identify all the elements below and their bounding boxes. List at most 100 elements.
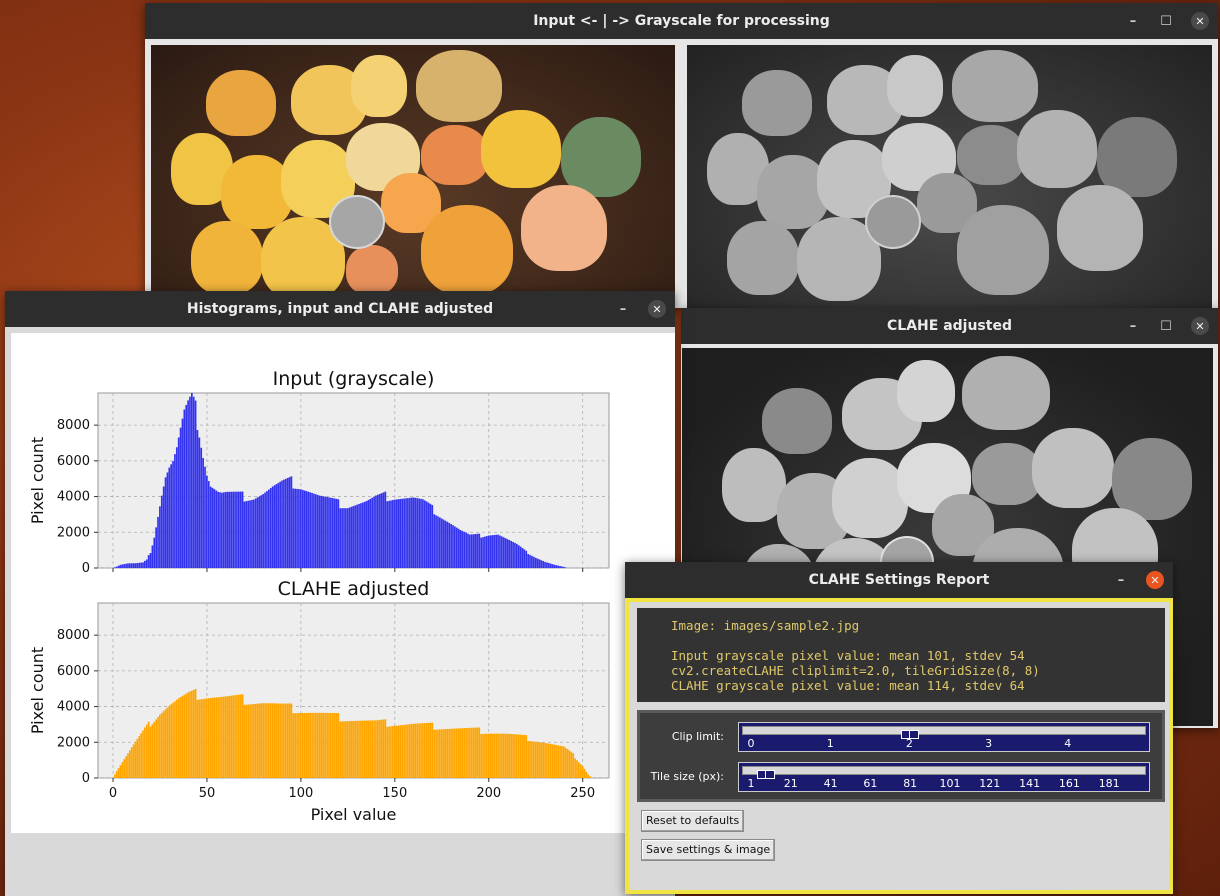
- histogram-bar: [117, 768, 120, 778]
- histogram-bar: [570, 751, 573, 778]
- histogram-bar: [418, 498, 421, 568]
- histogram-bar: [373, 496, 375, 568]
- close-icon[interactable]: ✕: [648, 300, 666, 318]
- histogram-bar: [294, 713, 297, 778]
- histogram-bar: [128, 563, 131, 568]
- histogram-bar: [202, 698, 204, 778]
- y-tick-label: 0: [82, 561, 90, 576]
- clip-limit-thumb[interactable]: [901, 730, 920, 739]
- window-titlebar[interactable]: Histograms, input and CLAHE adjusted – ✕: [5, 291, 675, 327]
- histogram-bar: [224, 696, 227, 778]
- histogram-bar: [194, 400, 197, 568]
- save-settings-button[interactable]: Save settings & image: [641, 839, 776, 861]
- window-title: Input <- | -> Grayscale for processing: [533, 13, 830, 29]
- minimize-icon[interactable]: –: [1129, 13, 1137, 29]
- histogram-bar: [516, 734, 518, 778]
- histogram-bar: [318, 495, 321, 568]
- close-icon[interactable]: ✕: [1146, 571, 1164, 589]
- histogram-bar: [531, 741, 533, 778]
- maximize-icon[interactable]: ☐: [1160, 318, 1172, 334]
- histogram-bar: [346, 508, 349, 568]
- window-titlebar[interactable]: Input <- | -> Grayscale for processing –…: [145, 3, 1218, 39]
- histogram-bar: [142, 730, 144, 778]
- histogram-bar: [454, 526, 456, 568]
- histogram-bar: [127, 753, 129, 778]
- histogram-bar: [215, 697, 218, 778]
- histogram-bar: [119, 564, 122, 568]
- histogram-bar: [264, 492, 266, 568]
- histogram-bar: [532, 741, 535, 778]
- histogram-bar: [217, 491, 219, 568]
- histogram-bar: [508, 733, 511, 778]
- histogram-bar: [390, 500, 392, 568]
- histogram-bar: [207, 481, 210, 568]
- clip-limit-slider[interactable]: 0 1 2 3 4: [738, 722, 1150, 752]
- close-icon[interactable]: ✕: [1191, 317, 1209, 335]
- histogram-bar: [119, 765, 122, 778]
- window-title: Histograms, input and CLAHE adjusted: [186, 301, 494, 317]
- minimize-icon[interactable]: –: [1129, 318, 1137, 334]
- histogram-bar: [125, 563, 127, 568]
- histogram-bar: [271, 486, 274, 568]
- histogram-bar: [514, 542, 516, 568]
- tile-size-slider[interactable]: 1 21 41 61 81 101 121 141 161 181: [738, 762, 1150, 792]
- histogram-bar: [384, 719, 387, 778]
- x-tick-label: 200: [476, 786, 501, 801]
- histogram-bar: [113, 567, 116, 568]
- histogram-bar: [555, 744, 558, 778]
- histogram-bar: [476, 727, 479, 778]
- histogram-bar: [365, 720, 368, 778]
- histogram-bar: [442, 729, 445, 778]
- histogram-bar: [273, 703, 276, 778]
- histogram-bar: [455, 728, 458, 778]
- histogram-bar: [363, 720, 366, 778]
- histogram-bar: [215, 490, 218, 568]
- histogram-bar: [390, 726, 392, 778]
- histogram-bar: [437, 516, 439, 568]
- histogram-bar: [144, 727, 146, 778]
- histogram-bar: [316, 712, 319, 778]
- histogram-bar: [164, 709, 167, 778]
- x-tick-label: 0: [109, 786, 117, 801]
- histogram-bar: [326, 712, 328, 778]
- histogram-bar: [168, 705, 171, 778]
- close-icon[interactable]: ✕: [1191, 12, 1209, 30]
- histogram-bar: [576, 760, 578, 778]
- histogram-bar: [499, 733, 501, 778]
- histogram-bar: [506, 733, 509, 778]
- window-titlebar[interactable]: CLAHE Settings Report – ✕: [625, 562, 1173, 598]
- tile-size-thumb[interactable]: [756, 770, 775, 779]
- histogram-bar: [489, 733, 492, 778]
- tile-tick-41: 41: [823, 777, 838, 790]
- histogram-bar: [547, 562, 550, 568]
- histogram-bar: [457, 528, 460, 568]
- chart-title: CLAHE adjusted: [278, 578, 430, 600]
- histogram-bar: [365, 501, 368, 568]
- window-titlebar[interactable]: CLAHE adjusted – ☐ ✕: [681, 308, 1218, 344]
- y-axis-label: Pixel count: [28, 437, 47, 524]
- histogram-bar: [181, 418, 184, 568]
- reset-defaults-button[interactable]: Reset to defaults: [641, 810, 745, 832]
- histogram-bar: [324, 496, 327, 568]
- histogram-bar: [296, 713, 298, 778]
- histogram-bar: [538, 559, 541, 568]
- histogram-bar: [155, 527, 157, 568]
- clip-limit-trough[interactable]: [742, 726, 1146, 739]
- histogram-bar: [369, 720, 372, 778]
- histogram-bar: [115, 566, 118, 568]
- histogram-bar: [360, 503, 362, 568]
- maximize-icon[interactable]: ☐: [1160, 13, 1172, 29]
- histogram-bar: [301, 712, 304, 778]
- histogram-bar: [174, 701, 176, 778]
- histogram-bar: [354, 720, 357, 778]
- histogram-bar: [405, 498, 407, 568]
- minimize-icon[interactable]: –: [1117, 572, 1125, 588]
- histogram-bar: [303, 712, 306, 778]
- tile-size-trough[interactable]: [742, 766, 1146, 779]
- image-path-line: Image: images/sample2.jpg: [671, 618, 860, 633]
- minimize-icon[interactable]: –: [619, 301, 627, 317]
- histogram-bar: [147, 555, 150, 568]
- x-tick-label: 100: [288, 786, 313, 801]
- histogram-bar: [542, 742, 544, 778]
